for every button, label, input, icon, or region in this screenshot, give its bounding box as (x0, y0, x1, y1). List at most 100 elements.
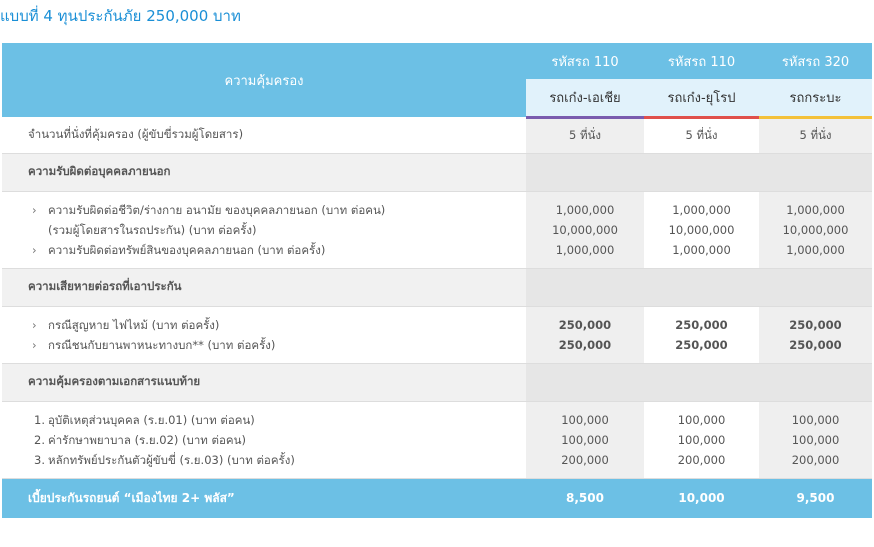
item-value: 100,000 (561, 432, 609, 447)
item-label: กรณีสูญหาย ไฟไหม้ (บาท ต่อครั้ง) (48, 317, 220, 332)
item-label: ความรับผิดต่อทรัพย์สินของบุคคลภายนอก (บา… (48, 242, 326, 257)
item-value: 10,000,000 (668, 222, 735, 237)
list-item: 2. ค่ารักษาพยาบาล (ร.ย.02) (บาท ต่อคน) (32, 430, 526, 450)
seats-value: 5 ที่นั่ง (644, 117, 759, 154)
section-items-row: › ความรับผิดต่อชีวิต/ร่างกาย อนามัย ของบุ… (2, 191, 872, 269)
item-value: 200,000 (561, 452, 609, 467)
plan-values-cell: 250,000 250,000 (759, 306, 872, 364)
premium-label: เบี้ยประกันรถยนต์ “เมืองไทย 2+ พลัส” (2, 478, 526, 518)
item-label: หลักทรัพย์ประกันตัวผู้ขับขี่ (ร.ย.03) (บ… (48, 452, 295, 467)
premium-row: เบี้ยประกันรถยนต์ “เมืองไทย 2+ พลัส” 8,50… (2, 478, 872, 518)
item-value: 1,000,000 (672, 242, 731, 257)
item-value: 1,000,000 (555, 242, 615, 257)
item-value: 200,000 (677, 452, 726, 467)
section-items-row: › กรณีสูญหาย ไฟไหม้ (บาท ต่อครั้ง) › กรณีชน… (2, 306, 872, 364)
item-number: 1. (34, 412, 45, 427)
plan-type-1: รถเก๋ง-เอเชีย (526, 79, 644, 119)
list-item: 1. อุบัติเหตุส่วนบุคคล (ร.ย.01) (บาท ต่อค… (32, 410, 526, 430)
plan-values: 250,000 250,000 (759, 307, 872, 363)
plan-values: 100,000 100,000 200,000 (759, 402, 872, 478)
section-items-row: 1. อุบัติเหตุส่วนบุคคล (ร.ย.01) (บาท ต่อค… (2, 401, 872, 479)
list-item: › ความรับผิดต่อทรัพย์สินของบุคคลภายนอก (บ… (32, 240, 526, 260)
plan-values: 250,000 250,000 (526, 307, 644, 363)
section-cell (759, 153, 872, 192)
section-cell (759, 268, 872, 307)
chevron-right-icon: › (32, 242, 37, 257)
plan-type-3: รถกระบะ (759, 79, 872, 119)
section-title: ความรับผิดต่อบุคคลภายนอก (2, 153, 526, 192)
section-cell (526, 268, 644, 307)
item-value: 100,000 (677, 412, 726, 427)
items-label-cell: 1. อุบัติเหตุส่วนบุคคล (ร.ย.01) (บาท ต่อค… (2, 401, 526, 479)
seats-value: 5 ที่นั่ง (526, 117, 644, 154)
items-label-cell: › ความรับผิดต่อชีวิต/ร่างกาย อนามัย ของบุ… (2, 191, 526, 269)
item-value: 10,000,000 (552, 222, 618, 237)
item-value: 1,000,000 (555, 202, 615, 217)
item-value: 250,000 (789, 337, 842, 352)
premium-value: 9,500 (759, 478, 872, 518)
section-header-row: ความรับผิดต่อบุคคลภายนอก (2, 153, 872, 192)
coverage-header: ความคุ้มครอง (2, 43, 526, 117)
section-cell (526, 363, 644, 402)
item-value: 250,000 (789, 317, 842, 332)
section-cell (759, 363, 872, 402)
item-label: กรณีชนกับยานพาหนะทางบก** (บาท ต่อครั้ง) (48, 337, 276, 352)
list-item: › ความรับผิดต่อชีวิต/ร่างกาย อนามัย ของบุ… (32, 200, 526, 220)
item-value: 1,000,000 (786, 202, 845, 217)
item-value: 200,000 (791, 452, 840, 467)
plan-values: 1,000,000 10,000,000 1,000,000 (526, 192, 644, 268)
section-header-row: ความเสียหายต่อรถที่เอาประกัน (2, 268, 872, 307)
plan-values: 100,000 100,000 200,000 (644, 402, 759, 478)
plan-code-1: รหัสรถ 110 (526, 43, 644, 79)
plan-values-cell: 100,000 100,000 200,000 (526, 401, 644, 479)
items-list: › ความรับผิดต่อชีวิต/ร่างกาย อนามัย ของบุ… (2, 192, 526, 268)
list-item: (รวมผู้โดยสารในรถประกัน) (บาท ต่อครั้ง) (32, 220, 526, 240)
item-value: 100,000 (791, 432, 840, 447)
section-header-row: ความคุ้มครองตามเอกสารแนบท้าย (2, 363, 872, 402)
item-value: 100,000 (561, 412, 609, 427)
plan-values-cell: 100,000 100,000 200,000 (759, 401, 872, 479)
plan-type-2: รถเก๋ง-ยุโรป (644, 79, 759, 119)
item-number: 3. (34, 452, 45, 467)
items-list: 1. อุบัติเหตุส่วนบุคคล (ร.ย.01) (บาท ต่อค… (2, 402, 526, 478)
item-value: 100,000 (677, 432, 726, 447)
plan-values-cell: 1,000,000 10,000,000 1,000,000 (644, 191, 759, 269)
section-title: ความเสียหายต่อรถที่เอาประกัน (2, 268, 526, 307)
plan-values: 1,000,000 10,000,000 1,000,000 (644, 192, 759, 268)
item-value: 10,000,000 (782, 222, 849, 237)
premium-value: 8,500 (526, 478, 644, 518)
section-cell (644, 363, 759, 402)
coverage-table: ความคุ้มครอง รหัสรถ 110 รหัสรถ 110 รหัสร… (2, 43, 872, 518)
plan-values-cell: 1,000,000 10,000,000 1,000,000 (759, 191, 872, 269)
chevron-right-icon: › (32, 337, 37, 352)
item-label: (รวมผู้โดยสารในรถประกัน) (บาท ต่อครั้ง) (48, 222, 257, 237)
section-cell (526, 153, 644, 192)
chevron-right-icon: › (32, 202, 37, 217)
plan-code-2: รหัสรถ 110 (644, 43, 759, 79)
plan-values: 250,000 250,000 (644, 307, 759, 363)
seats-label: จำนวนที่นั่งที่คุ้มครอง (ผู้ขับขี่รวมผู้… (2, 117, 526, 154)
item-label: อุบัติเหตุส่วนบุคคล (ร.ย.01) (บาท ต่อคน) (48, 412, 255, 427)
item-value: 1,000,000 (786, 242, 845, 257)
section-cell (644, 268, 759, 307)
items-label-cell: › กรณีสูญหาย ไฟไหม้ (บาท ต่อครั้ง) › กรณีชน… (2, 306, 526, 364)
item-value: 250,000 (558, 337, 612, 352)
chevron-right-icon: › (32, 317, 37, 332)
plan-code-3: รหัสรถ 320 (759, 43, 872, 79)
list-item: › กรณีสูญหาย ไฟไหม้ (บาท ต่อครั้ง) (32, 315, 526, 335)
premium-value: 10,000 (644, 478, 759, 518)
item-label: ความรับผิดต่อชีวิต/ร่างกาย อนามัย ของบุค… (48, 202, 386, 217)
section-cell (644, 153, 759, 192)
plan-values: 100,000 100,000 200,000 (526, 402, 644, 478)
plan-values-cell: 1,000,000 10,000,000 1,000,000 (526, 191, 644, 269)
item-number: 2. (34, 432, 45, 447)
item-value: 250,000 (675, 337, 728, 352)
items-list: › กรณีสูญหาย ไฟไหม้ (บาท ต่อครั้ง) › กรณีชน… (2, 307, 526, 363)
item-value: 250,000 (675, 317, 728, 332)
seats-row: จำนวนที่นั่งที่คุ้มครอง (ผู้ขับขี่รวมผู้… (2, 117, 872, 154)
item-value: 250,000 (558, 317, 612, 332)
plan-title: แบบที่ 4 ทุนประกันภัย 250,000 บาท (0, 7, 241, 25)
seats-value: 5 ที่นั่ง (759, 117, 872, 154)
plan-values-cell: 250,000 250,000 (644, 306, 759, 364)
item-label: ค่ารักษาพยาบาล (ร.ย.02) (บาท ต่อคน) (48, 432, 246, 447)
